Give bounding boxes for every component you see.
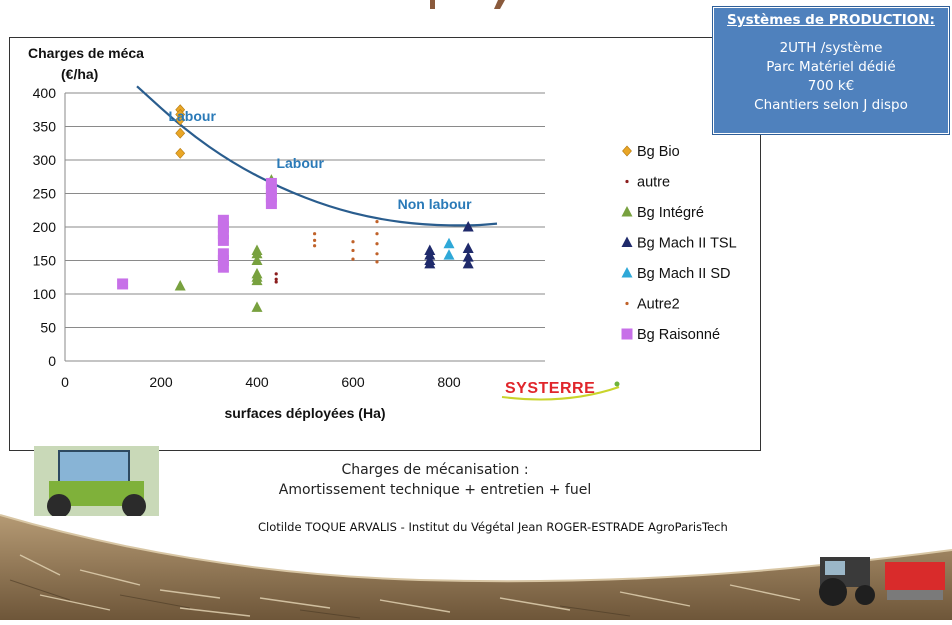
data-point — [274, 280, 278, 284]
x-tick-label: 200 — [149, 374, 173, 390]
data-point — [217, 214, 229, 226]
y-tick-label: 0 — [48, 353, 56, 369]
x-tick-label: 0 — [61, 374, 69, 390]
data-point — [313, 244, 317, 248]
y-tick-label: 50 — [40, 320, 56, 336]
data-point — [351, 257, 355, 261]
y-tick-label: 300 — [33, 152, 57, 168]
data-point — [443, 249, 455, 260]
data-point — [265, 184, 277, 196]
data-point — [251, 274, 263, 286]
data-point — [351, 240, 355, 244]
legend-marker — [622, 145, 632, 157]
credits-text: Clotilde TOQUE ARVALIS - Institut du Vég… — [258, 520, 728, 534]
legend-label: Bg Intégré — [637, 205, 704, 221]
data-point — [251, 301, 263, 312]
legend-marker — [621, 267, 633, 278]
tractor-image-right — [815, 547, 950, 622]
data-point — [375, 232, 379, 236]
y-axis-title-line: (€/ha) — [61, 66, 98, 82]
legend-marker — [621, 206, 633, 217]
info-box-title: Systèmes de PRODUCTION: — [727, 12, 935, 28]
data-point — [265, 191, 277, 203]
data-point — [251, 254, 263, 265]
y-tick-label: 100 — [33, 286, 57, 302]
chart-caption: Charges de mécanisation : Amortissement … — [200, 460, 670, 500]
logo-swoosh — [501, 386, 620, 401]
logo-dot — [614, 381, 620, 387]
trend-annotation: Non labour — [398, 196, 472, 212]
data-point — [117, 278, 129, 290]
y-tick-label: 150 — [33, 253, 57, 269]
y-tick-label: 200 — [33, 219, 57, 235]
data-point — [217, 261, 229, 273]
trend-annotation: Labour — [168, 108, 216, 124]
data-point — [462, 251, 474, 262]
caption-line-2: Amortissement technique + entretien + fu… — [278, 482, 592, 498]
legend-label: Autre2 — [637, 297, 680, 313]
data-point — [375, 260, 379, 264]
legend-marker — [625, 301, 629, 306]
x-tick-label: 600 — [341, 374, 365, 390]
logo-text: SYSTERRE — [505, 380, 595, 397]
data-point — [313, 232, 317, 236]
field-ground-image — [0, 480, 952, 625]
x-axis-title: surfaces déployées (Ha) — [224, 405, 385, 421]
trend-annotation: Labour — [276, 155, 324, 171]
info-line: 700 k€ — [807, 78, 855, 94]
legend-label: Bg Bio — [637, 144, 680, 160]
data-point — [217, 228, 229, 240]
data-point — [375, 252, 379, 256]
data-point — [424, 257, 436, 269]
data-point — [217, 221, 229, 233]
y-tick-label: 350 — [33, 119, 57, 135]
logo-background — [497, 375, 627, 411]
data-point — [375, 220, 379, 224]
legend-label: Bg Mach II SD — [637, 266, 730, 282]
y-axis-title-line: Charges de méca — [28, 45, 144, 61]
data-point — [217, 255, 229, 266]
data-point — [265, 177, 277, 189]
data-point — [274, 272, 278, 276]
data-point — [217, 234, 229, 246]
data-point — [424, 249, 436, 260]
top-decoration — [420, 0, 510, 14]
x-tick-label: 400 — [245, 374, 269, 390]
legend-label: Bg Raisonné — [637, 327, 720, 343]
data-point — [274, 277, 278, 281]
legend-marker — [621, 236, 633, 247]
legend-marker — [625, 179, 629, 184]
data-point — [462, 221, 474, 232]
data-point — [443, 237, 455, 249]
data-point — [313, 238, 317, 242]
data-point — [174, 279, 186, 291]
chart-frame: 0501001502002503003504000200400600800100… — [9, 37, 761, 451]
info-line: Parc Matériel dédié — [766, 59, 896, 75]
legend-marker — [621, 328, 633, 340]
data-point — [217, 248, 229, 260]
production-info-box: Systèmes de PRODUCTION: 2UTH /système Pa… — [712, 6, 950, 135]
info-box-lines: 2UTH /système Parc Matériel dédié 700 k€… — [713, 39, 949, 115]
data-point — [462, 257, 474, 269]
legend-label: autre — [637, 175, 670, 191]
x-tick-label: 800 — [437, 374, 461, 390]
tractor-image-left — [34, 446, 159, 521]
legend-label: Bg Mach II TSL — [637, 236, 737, 252]
data-point — [175, 147, 186, 159]
info-line: 2UTH /système — [779, 40, 883, 56]
data-point — [175, 127, 186, 139]
scatter-chart: 0501001502002503003504000200400600800100… — [28, 45, 737, 421]
y-tick-label: 400 — [33, 85, 57, 101]
data-point — [462, 242, 474, 253]
data-point — [175, 114, 186, 126]
data-point — [351, 248, 355, 253]
data-point — [265, 198, 277, 210]
trendline — [136, 85, 498, 227]
data-point — [375, 242, 379, 246]
data-point — [251, 247, 263, 259]
info-line: Chantiers selon J dispo — [754, 97, 908, 113]
caption-line-1: Charges de mécanisation : — [341, 462, 529, 478]
y-tick-label: 250 — [33, 186, 57, 202]
